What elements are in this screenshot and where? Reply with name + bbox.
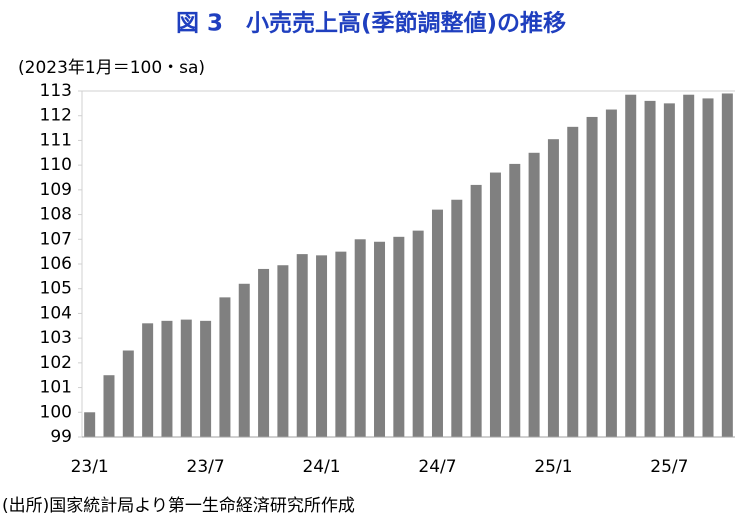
bar [451,199,463,437]
y-tick-label: 111 [40,130,72,150]
bar [354,239,366,437]
bar [200,320,212,437]
bar [122,350,134,437]
bar [161,320,173,437]
y-tick-label: 101 [40,378,72,398]
bar [412,230,424,437]
y-tick-label: 113 [40,81,72,101]
bar [103,375,115,437]
bar [489,172,501,438]
y-tick-label: 102 [40,353,72,373]
bar [509,163,521,437]
bar [335,251,347,437]
bar [644,100,656,437]
y-tick-label: 104 [40,303,72,323]
bar [393,236,405,437]
bar [547,139,559,437]
y-tick-label: 112 [40,106,72,126]
x-tick-label: 25/1 [534,457,572,477]
bar [605,109,617,438]
bar [721,93,733,437]
bar [567,126,579,437]
bar [374,241,386,437]
y-tick-label: 108 [40,205,72,225]
bar [316,255,328,437]
bar [238,283,250,437]
x-tick-label: 25/7 [650,457,688,477]
y-tick-label: 109 [40,180,72,200]
x-tick-label: 23/1 [71,457,109,477]
x-tick-label: 24/1 [302,457,340,477]
y-tick-label: 105 [40,279,72,299]
bar [84,412,96,437]
x-tick-label: 23/7 [187,457,225,477]
bar [431,209,443,437]
chart-title: 図 3 小売売上高(季節調整値)の推移 [176,10,566,37]
bar [277,265,289,437]
bar [180,319,192,437]
y-tick-label: 110 [40,155,72,175]
bar [702,98,714,438]
y-tick-label: 99 [50,427,72,447]
source-note: (出所)国家統計局より第一生命経済研究所作成 [2,496,355,516]
bar [683,94,695,437]
y-axis-label: (2023年1月＝100・sa) [18,58,205,78]
x-tick-label: 24/7 [418,457,456,477]
bar [296,254,308,437]
bar [586,116,598,437]
y-tick-label: 100 [40,402,72,422]
y-tick-label: 103 [40,328,72,348]
bar [142,323,154,437]
y-tick-label: 107 [40,229,72,249]
bar [625,94,637,437]
bar [470,184,482,437]
bar [219,297,231,437]
bar [663,103,675,437]
y-tick-label: 106 [40,254,72,274]
bar [258,268,270,437]
bar [528,152,540,438]
